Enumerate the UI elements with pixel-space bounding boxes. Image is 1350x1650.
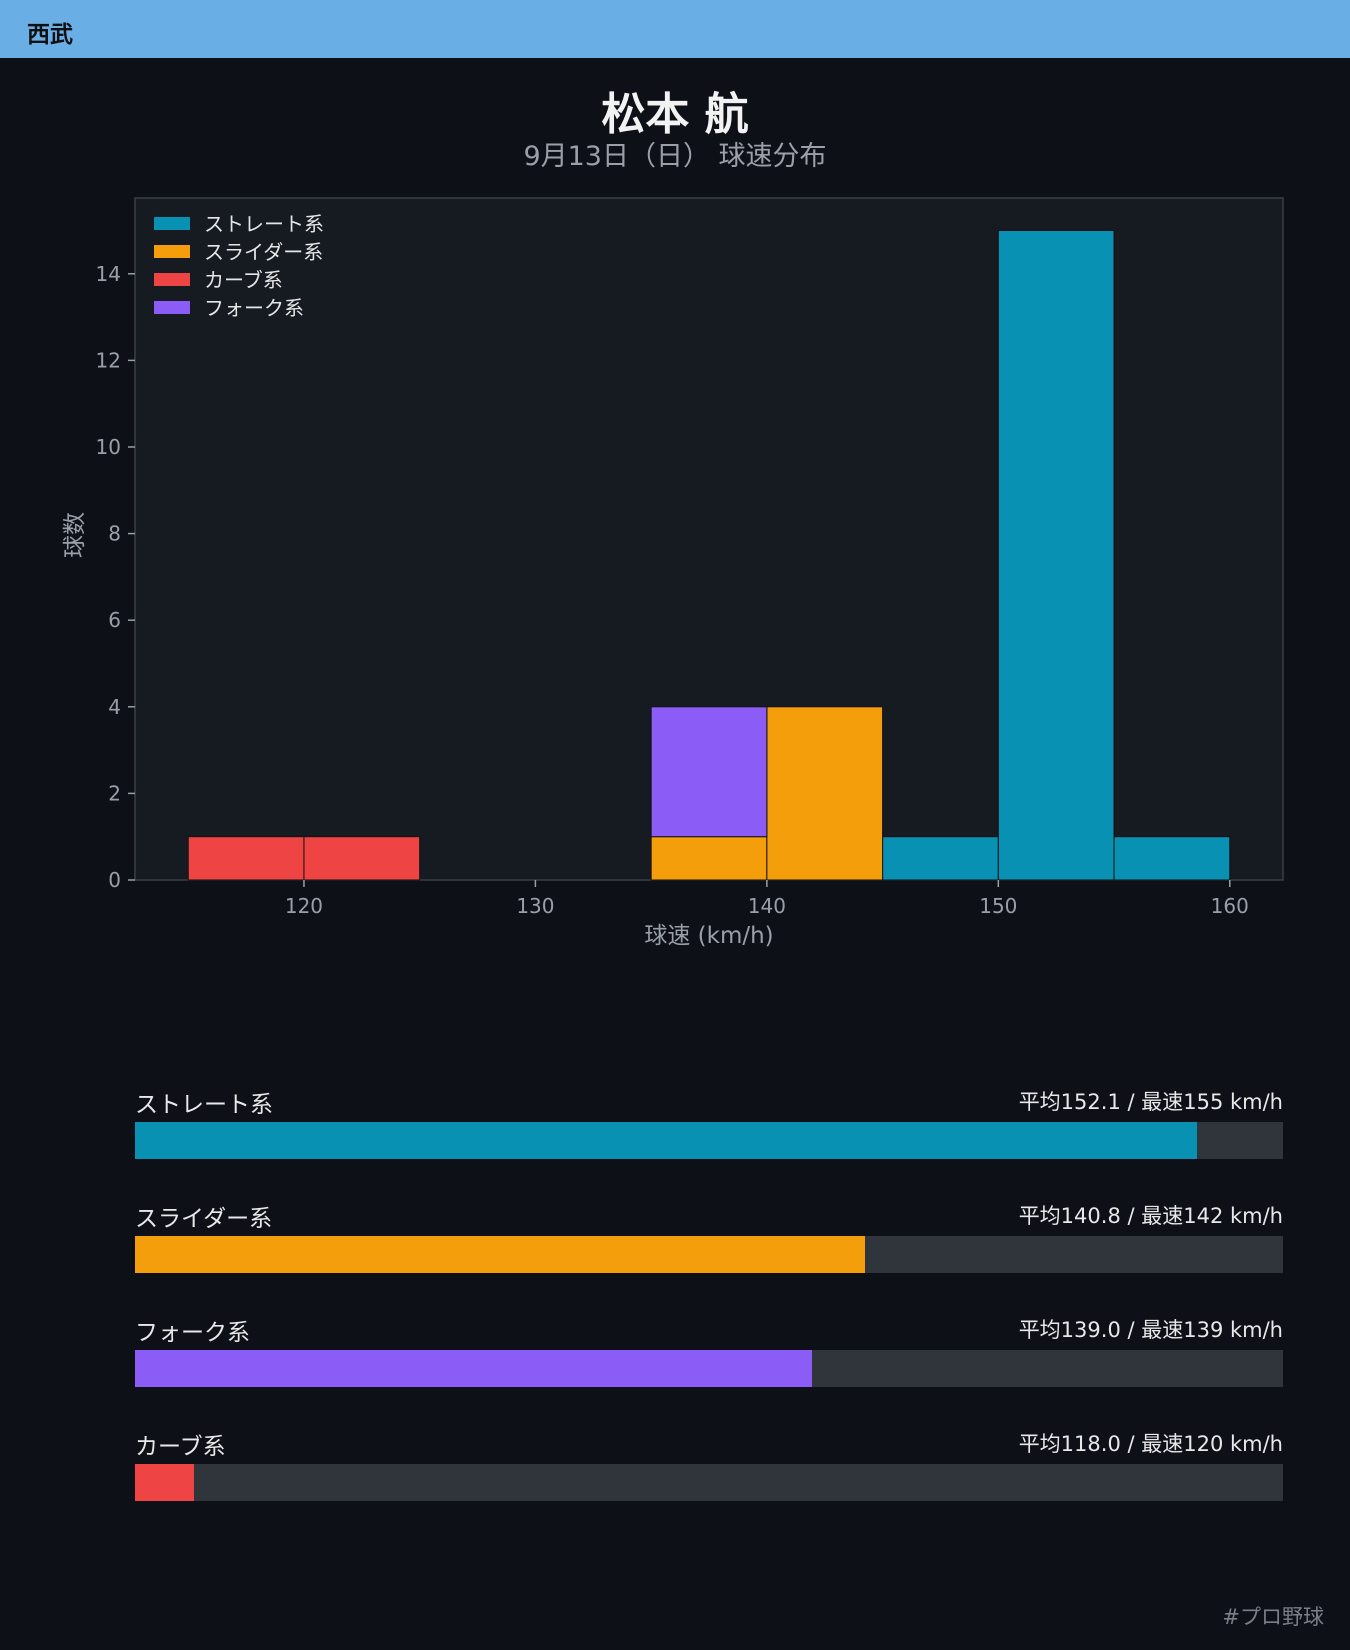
legend-entry: スライダー系: [204, 240, 323, 264]
speed-row-label: フォーク系: [135, 1320, 250, 1346]
speed-row-stats: 平均139.0 / 最速139 km/h: [1018, 1318, 1283, 1342]
speed-bar-fill: [135, 1122, 1197, 1159]
team-header-bar: 西武: [0, 0, 1350, 58]
x-tick-label: 160: [1211, 894, 1249, 918]
speed-row-stats: 平均140.8 / 最速142 km/h: [1018, 1204, 1283, 1228]
histogram-bar: [650, 706, 768, 838]
y-tick-label: 10: [96, 435, 121, 459]
legend-swatch: [154, 217, 190, 230]
legend-entry: ストレート系: [204, 212, 324, 236]
speed-row: スライダー系 平均140.8 / 最速142 km/h: [135, 1199, 1283, 1279]
team-name: 西武: [27, 22, 73, 48]
speed-row: カーブ系 平均118.0 / 最速120 km/h: [135, 1427, 1283, 1507]
legend-swatch: [154, 273, 190, 286]
y-tick-label: 14: [96, 262, 121, 286]
speed-bar-fill: [135, 1464, 194, 1501]
y-tick-label: 0: [108, 868, 121, 892]
x-tick-label: 150: [979, 894, 1017, 918]
speed-row-stats: 平均118.0 / 最速120 km/h: [1018, 1432, 1283, 1456]
hashtag: #プロ野球: [1222, 1605, 1324, 1629]
legend-swatch: [154, 301, 190, 314]
histogram-bar: [187, 836, 305, 881]
speed-row-label: スライダー系: [135, 1206, 273, 1232]
x-tick-label: 130: [516, 894, 554, 918]
speed-bar-track: [135, 1464, 1283, 1501]
legend-swatch: [154, 245, 190, 258]
speed-row-label: ストレート系: [135, 1092, 273, 1118]
velocity-histogram: 120 130 140 150 160 0 2 4 6 8 10 12 14 球速 (km/h) 球数 ストレ…: [62, 197, 1284, 949]
x-axis-label: 球速 (km/h): [644, 923, 773, 949]
speed-bar-fill: [135, 1350, 813, 1387]
speed-bar-track: [135, 1122, 1283, 1159]
speed-row-label: カーブ系: [135, 1434, 226, 1460]
y-tick-label: 12: [96, 348, 121, 372]
legend-entry: カーブ系: [204, 268, 283, 292]
y-tick-label: 4: [108, 695, 121, 719]
y-axis-label: 球数: [62, 512, 88, 558]
histogram-bar: [997, 229, 1115, 881]
x-tick-label: 120: [285, 894, 323, 918]
chart-subtitle: 9月13日（日） 球速分布: [523, 141, 827, 172]
pitcher-name: 松本 航: [601, 89, 749, 140]
speed-bar-track: [135, 1236, 1283, 1273]
speed-row-stats: 平均152.1 / 最速155 km/h: [1018, 1090, 1283, 1114]
histogram-bar: [1113, 836, 1231, 881]
y-tick-label: 2: [108, 781, 121, 805]
x-tick-label: 140: [748, 894, 786, 918]
speed-row: フォーク系 平均139.0 / 最速139 km/h: [135, 1313, 1283, 1393]
histogram-bar: [650, 836, 768, 881]
histogram-bar: [303, 836, 421, 881]
speed-bar-fill: [135, 1236, 866, 1273]
histogram-bar: [882, 836, 999, 881]
histogram-bar: [766, 706, 884, 881]
y-tick-label: 8: [108, 522, 121, 546]
speed-row: ストレート系 平均152.1 / 最速155 km/h: [135, 1085, 1283, 1165]
legend-entry: フォーク系: [204, 296, 304, 320]
y-tick-label: 6: [108, 608, 121, 632]
speed-bar-track: [135, 1350, 1283, 1387]
